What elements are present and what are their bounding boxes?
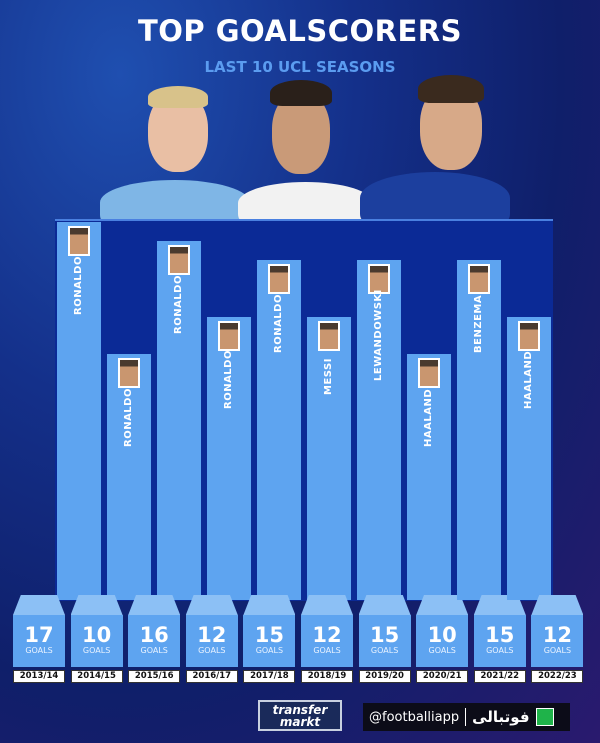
player-name-label: RONALDO <box>123 387 134 447</box>
bar <box>407 354 451 600</box>
goals-value: 12 <box>542 623 572 647</box>
goals-box: 12 GOALS <box>301 615 353 667</box>
season-label: 2022/23 <box>531 670 584 683</box>
bar <box>207 316 251 600</box>
pedestal-top <box>185 595 238 615</box>
goals-value: 15 <box>254 623 284 647</box>
goals-box: 16 GOALS <box>128 615 181 667</box>
player-photo <box>168 245 190 276</box>
goals-box: 12 GOALS <box>531 615 584 667</box>
player-name-label: RONALDO <box>173 274 184 334</box>
player-photo <box>68 226 90 257</box>
pedestal-top <box>128 595 181 615</box>
goals-unit: GOALS <box>198 646 226 655</box>
goals-box: 12 GOALS <box>185 615 238 667</box>
chart-subtitle: LAST 10 UCL SEASONS <box>204 58 396 76</box>
season-label: 2014/15 <box>70 670 123 683</box>
goals-box: 10 GOALS <box>70 615 123 667</box>
goals-unit: GOALS <box>255 646 284 655</box>
player-name-label: RONALDO <box>73 255 84 315</box>
player-name-label: MESSI <box>323 357 334 395</box>
season-label: 2020/21 <box>416 670 469 683</box>
pedestal-top <box>531 595 584 615</box>
player-name-label: RONALDO <box>223 350 234 410</box>
pedestal-top <box>416 595 469 615</box>
goals-value: 16 <box>139 623 169 647</box>
goals-unit: GOALS <box>313 646 341 655</box>
player-photo <box>268 264 290 295</box>
season-label: 2016/17 <box>185 670 238 683</box>
goals-value: 10 <box>427 623 457 647</box>
goals-value: 15 <box>369 623 400 647</box>
season-label: 2019/20 <box>358 670 411 683</box>
pedestal-top <box>358 595 411 615</box>
player-name-label: BENZEMA <box>473 294 484 353</box>
player-photo <box>218 320 240 351</box>
pedestal-top <box>473 595 526 615</box>
goals-box: 15 GOALS <box>358 615 411 667</box>
goals-value: 15 <box>485 623 515 647</box>
season-label: 2018/19 <box>301 670 353 683</box>
pedestal-top <box>243 595 296 615</box>
goals-value: 12 <box>197 623 227 647</box>
player-name-label: HAALAND <box>523 350 534 410</box>
transfermarkt-logo: transfer markt <box>258 700 342 731</box>
bar <box>57 222 101 600</box>
player-photo <box>368 264 390 295</box>
goals-box: 15 GOALS <box>473 615 526 667</box>
player-photo <box>518 320 540 351</box>
footballi-logo-icon <box>535 708 554 726</box>
bar <box>107 354 151 600</box>
player-name-label: RONALDO <box>273 293 284 353</box>
season-label: 2015/16 <box>128 670 181 683</box>
goals-unit: GOALS <box>82 646 111 655</box>
goals-unit: GOALS <box>140 646 168 655</box>
goals-box: 10 GOALS <box>416 615 469 667</box>
player-photo <box>318 320 340 351</box>
bar <box>307 316 351 600</box>
goals-box: 17 GOALS <box>13 615 65 667</box>
bar <box>257 260 301 600</box>
footballi-handle: @footballiapp <box>369 709 460 725</box>
pedestal-top <box>13 595 65 615</box>
pedestal-top <box>301 595 353 615</box>
player-name-label: LEWANDOWSKI <box>373 289 384 382</box>
footballi-badge: @footballiapp فوتبالی <box>363 703 570 731</box>
goals-value: 10 <box>81 623 112 647</box>
goals-value: 17 <box>24 623 54 647</box>
season-label: 2013/14 <box>13 670 65 683</box>
player-photo <box>118 358 140 389</box>
player-photo <box>468 264 490 295</box>
goals-value: 12 <box>312 623 342 647</box>
bar <box>507 316 551 600</box>
goals-box: 15 GOALS <box>243 615 296 667</box>
goals-unit: GOALS <box>428 646 456 655</box>
bar <box>157 241 201 600</box>
goals-unit: GOALS <box>370 646 399 655</box>
chart-title: TOP GOALSCORERS <box>137 14 463 48</box>
player-photo <box>418 358 440 389</box>
goals-unit: GOALS <box>486 646 514 655</box>
bar <box>357 260 401 600</box>
footballi-brand: فوتبالی <box>472 708 530 726</box>
season-label: 2017/18 <box>243 670 296 683</box>
divider <box>465 708 467 726</box>
bar <box>457 260 501 600</box>
goals-unit: GOALS <box>25 646 53 655</box>
goals-unit: GOALS <box>543 646 572 655</box>
season-label: 2021/22 <box>473 670 526 683</box>
pedestal-top <box>70 595 123 615</box>
player-name-label: HAALAND <box>423 388 434 447</box>
